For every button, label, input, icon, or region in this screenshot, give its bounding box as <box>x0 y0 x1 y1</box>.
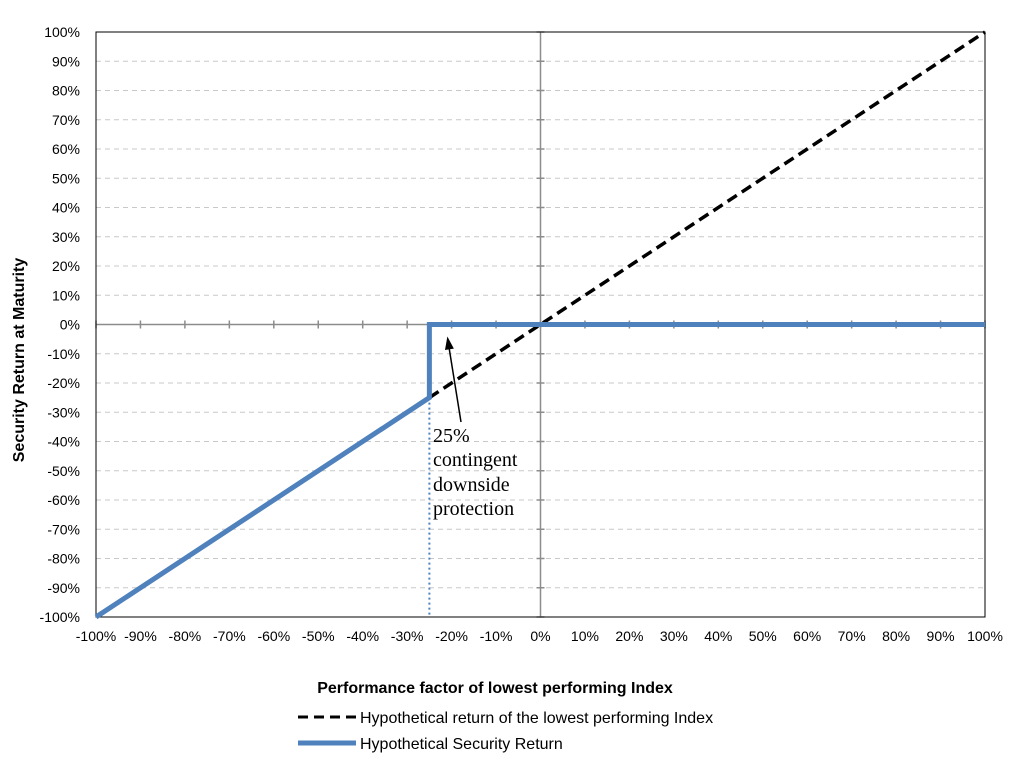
x-tick-label: 40% <box>704 628 732 644</box>
y-tick-label: -10% <box>47 346 80 362</box>
y-tick-labels: -100% -90% -80% -70% -60% -50% -40% -30% -20% -10… <box>40 24 80 625</box>
x-tick-label: 80% <box>882 628 910 644</box>
x-tick-label: 90% <box>927 628 955 644</box>
y-tick-label: -60% <box>47 492 80 508</box>
y-tick-label: 20% <box>52 258 80 274</box>
y-tick-label: -90% <box>47 580 80 596</box>
legend-label-index-return: Hypothetical return of the lowest perfor… <box>360 710 713 727</box>
y-tick-label: -20% <box>47 375 80 391</box>
y-tick-label: 40% <box>52 200 80 216</box>
y-tick-label: -50% <box>47 463 80 479</box>
legend-label-security-return: Hypothetical Security Return <box>360 736 563 753</box>
x-tick-label: 20% <box>615 628 643 644</box>
x-tick-label: -80% <box>169 628 202 644</box>
y-tick-label: 90% <box>52 53 80 69</box>
annotation-line-3: downside <box>433 474 510 496</box>
y-tick-label: -40% <box>47 434 80 450</box>
annotation-line-2: contingent <box>433 449 518 471</box>
x-tick-label: 50% <box>749 628 777 644</box>
y-tick-label: -30% <box>47 404 80 420</box>
series-index-return-line <box>428 30 986 400</box>
y-tick-label: -70% <box>47 521 80 537</box>
y-tick-label: 70% <box>52 112 80 128</box>
legend: Hypothetical return of the lowest perfor… <box>298 710 713 753</box>
y-tick-label: 30% <box>52 229 80 245</box>
x-tick-label: -10% <box>480 628 513 644</box>
annotation-arrowhead <box>444 336 454 351</box>
x-tick-label: -30% <box>391 628 424 644</box>
x-tick-label: 100% <box>967 628 1003 644</box>
annotation-line-1: 25% <box>433 425 470 447</box>
y-tick-label: 50% <box>52 170 80 186</box>
x-axis-title: Performance factor of lowest performing … <box>317 680 673 697</box>
y-axis-title: Security Return at Maturity <box>11 258 28 463</box>
x-tick-label: 60% <box>793 628 821 644</box>
y-tick-label: 0% <box>60 317 80 333</box>
x-tick-label: 70% <box>838 628 866 644</box>
x-tick-labels: -100% -90% -80% -70% -60% -50% -40% -30% -20% -10… <box>76 628 1003 644</box>
x-tick-label: 0% <box>530 628 550 644</box>
series-layer <box>94 30 986 620</box>
x-tick-label: -60% <box>257 628 290 644</box>
series-security-return-line <box>94 322 985 620</box>
y-tick-label: 60% <box>52 141 80 157</box>
y-tick-label: 10% <box>52 287 80 303</box>
x-tick-label: -100% <box>76 628 116 644</box>
y-tick-label: 100% <box>44 24 80 40</box>
y-tick-label: -80% <box>47 551 80 567</box>
protection-annotation: 25% contingent downside protection <box>433 336 518 520</box>
y-tick-label: 80% <box>52 83 80 99</box>
x-tick-label: 10% <box>571 628 599 644</box>
x-tick-label: -90% <box>124 628 157 644</box>
annotation-line-4: protection <box>433 498 514 520</box>
x-tick-label: -50% <box>302 628 335 644</box>
x-tick-label: 30% <box>660 628 688 644</box>
x-tick-label: -20% <box>435 628 468 644</box>
y-tick-label: -100% <box>40 609 80 625</box>
x-tick-label: -70% <box>213 628 246 644</box>
x-tick-label: -40% <box>346 628 379 644</box>
annotation-arrow <box>448 346 462 423</box>
